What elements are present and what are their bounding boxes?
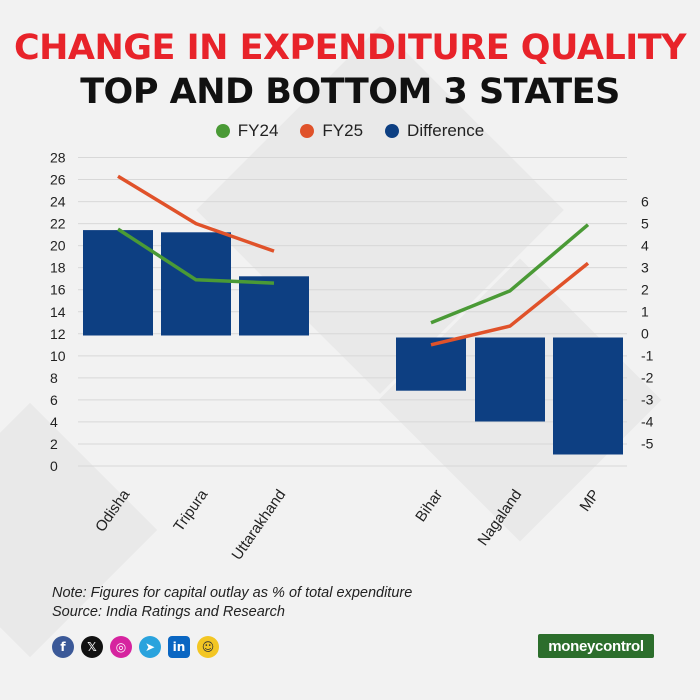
line-fy25: [430, 261, 590, 347]
legend-label-fy24: FY24: [237, 121, 279, 140]
left-axis-tick-label: 10: [50, 348, 66, 364]
left-axis-tick-label: 18: [50, 260, 66, 276]
bar-difference: [239, 276, 309, 336]
right-axis-tick-label: -3: [641, 392, 654, 408]
facebook-icon[interactable]: f: [52, 636, 74, 658]
legend-label-fy25: FY25: [322, 121, 364, 140]
legend-swatch-difference: [385, 124, 400, 138]
right-axis-tick-label: -5: [641, 436, 654, 452]
bar-difference: [396, 337, 466, 391]
koo-icon[interactable]: ☺: [197, 636, 219, 658]
bar-difference: [475, 337, 545, 422]
left-axis-tick-label: 20: [50, 238, 66, 254]
legend-label-difference: Difference: [407, 121, 485, 140]
left-axis-tick-label: 0: [50, 458, 58, 474]
right-axis-tick-label: 5: [641, 216, 649, 232]
category-label: MP: [576, 487, 603, 515]
left-axis-tick-label: 24: [50, 194, 66, 210]
social-links: f 𝕏 ◎ ➤ in ☺: [52, 636, 219, 658]
bar-difference: [83, 230, 153, 336]
left-axis-tick-label: 28: [50, 150, 66, 166]
left-axis-tick-label: 14: [50, 304, 66, 320]
line-fy25: [117, 174, 275, 253]
left-axis-tick-label: 4: [50, 414, 58, 430]
bar-difference: [553, 337, 623, 455]
chart-title: CHANGE IN EXPENDITURE QUALITY: [13, 28, 687, 68]
linkedin-icon[interactable]: in: [168, 636, 190, 658]
footnote: Note: Figures for capital outlay as % of…: [52, 584, 412, 622]
right-axis-tick-label: 6: [641, 194, 649, 210]
left-axis-tick-label: 8: [50, 370, 58, 386]
brand-logo: moneycontrol: [538, 634, 654, 658]
chart-subtitle: TOP AND BOTTOM 3 STATES: [80, 72, 620, 112]
legend-item-difference: Difference: [385, 121, 484, 141]
source-text: Source: India Ratings and Research: [52, 604, 285, 620]
right-axis-tick-label: 4: [641, 238, 649, 254]
category-label: Uttarakhand: [228, 487, 289, 564]
right-axis-tick-label: 3: [641, 260, 649, 276]
left-axis-tick-label: 12: [50, 326, 66, 342]
left-axis-tick-label: 16: [50, 282, 66, 298]
legend-item-fy25: FY25: [300, 121, 363, 141]
left-axis-tick-label: 26: [50, 172, 66, 188]
right-axis-tick-label: -4: [641, 414, 654, 430]
bar-difference: [161, 232, 231, 336]
line-fy24: [430, 223, 590, 325]
left-axis-tick-label: 2: [50, 436, 58, 452]
left-axis-tick-label: 6: [50, 392, 58, 408]
right-axis-tick-label: 1: [641, 304, 649, 320]
legend-swatch-fy24: [215, 124, 230, 138]
right-axis-tick-label: -1: [641, 348, 654, 364]
category-label: Tripura: [170, 486, 211, 535]
category-label: Nagaland: [475, 487, 526, 549]
legend: FY24 FY25 Difference: [0, 121, 700, 141]
legend-swatch-fy25: [300, 124, 315, 138]
note-text: Note: Figures for capital outlay as % of…: [52, 585, 413, 601]
right-axis-tick-label: 0: [641, 326, 649, 342]
category-label: Odisha: [92, 486, 134, 535]
right-axis-tick-label: 2: [641, 282, 649, 298]
category-label: Bihar: [412, 487, 446, 525]
right-axis-tick-label: -2: [641, 370, 654, 386]
x-icon[interactable]: 𝕏: [81, 636, 103, 658]
left-axis-tick-label: 22: [50, 216, 66, 232]
legend-item-fy24: FY24: [215, 121, 279, 141]
line-fy24: [117, 227, 275, 285]
telegram-icon[interactable]: ➤: [139, 636, 161, 658]
instagram-icon[interactable]: ◎: [110, 636, 132, 658]
